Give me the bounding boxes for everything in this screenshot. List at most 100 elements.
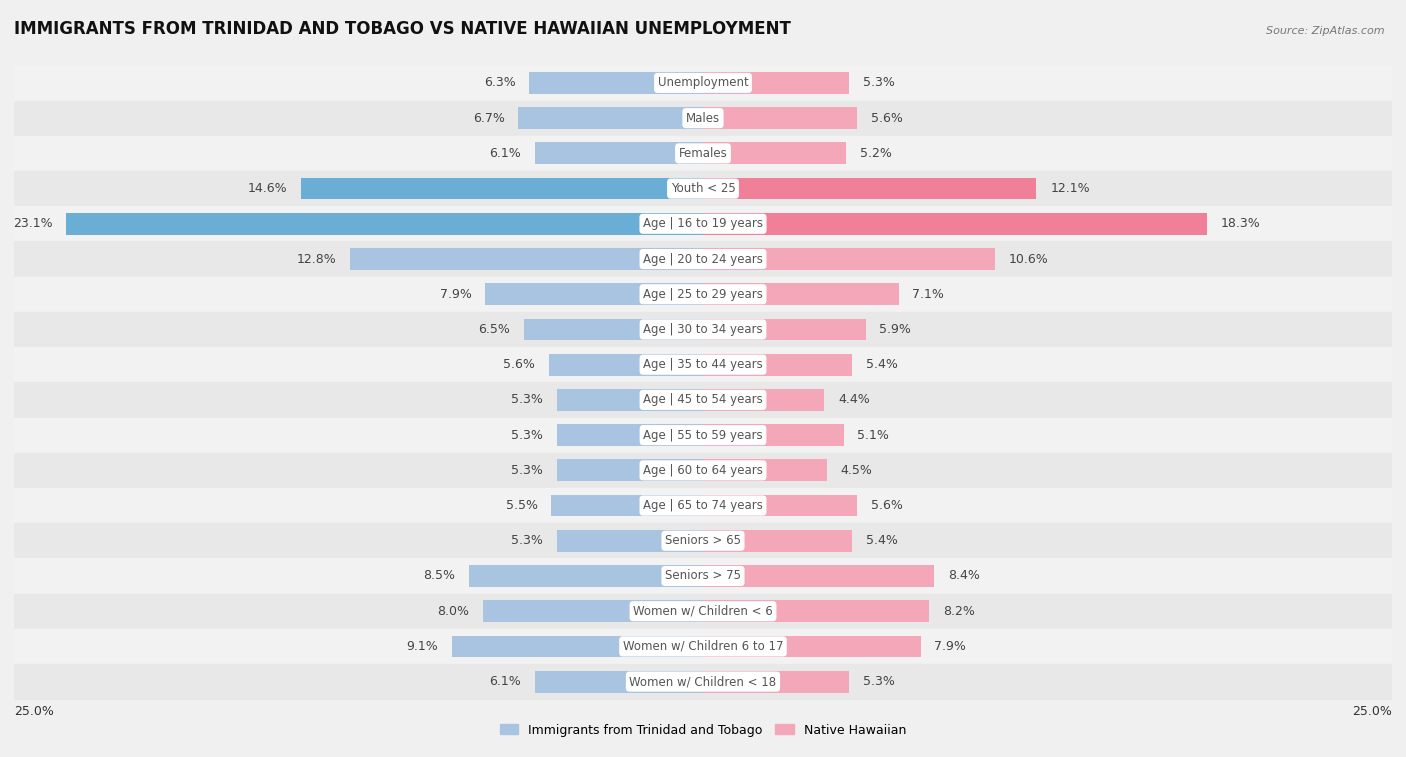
Text: Women w/ Children 6 to 17: Women w/ Children 6 to 17	[623, 640, 783, 653]
Bar	[703, 213, 1208, 235]
Text: Women w/ Children < 6: Women w/ Children < 6	[633, 605, 773, 618]
Text: Age | 20 to 24 years: Age | 20 to 24 years	[643, 253, 763, 266]
Text: 4.4%: 4.4%	[838, 394, 870, 407]
Text: Unemployment: Unemployment	[658, 76, 748, 89]
Text: 25.0%: 25.0%	[1353, 705, 1392, 718]
Text: Source: ZipAtlas.com: Source: ZipAtlas.com	[1267, 26, 1385, 36]
Bar	[482, 600, 703, 622]
Bar	[350, 248, 703, 270]
Text: Age | 65 to 74 years: Age | 65 to 74 years	[643, 499, 763, 512]
Bar	[703, 494, 858, 516]
Text: Age | 25 to 29 years: Age | 25 to 29 years	[643, 288, 763, 301]
Bar	[703, 565, 935, 587]
Bar	[703, 530, 852, 552]
Text: Age | 35 to 44 years: Age | 35 to 44 years	[643, 358, 763, 371]
Bar	[0, 593, 1406, 629]
Text: 8.5%: 8.5%	[423, 569, 456, 582]
Text: 6.5%: 6.5%	[478, 323, 510, 336]
Bar	[0, 276, 1406, 312]
Bar	[703, 248, 995, 270]
Bar	[703, 107, 858, 129]
Bar	[0, 418, 1406, 453]
Text: 5.3%: 5.3%	[863, 675, 894, 688]
Text: 6.1%: 6.1%	[489, 147, 522, 160]
Text: 5.1%: 5.1%	[858, 428, 889, 441]
Text: 5.6%: 5.6%	[872, 499, 903, 512]
Text: 6.3%: 6.3%	[484, 76, 516, 89]
Text: 5.4%: 5.4%	[866, 358, 897, 371]
Text: 5.6%: 5.6%	[872, 111, 903, 125]
Bar	[703, 424, 844, 446]
Text: 5.9%: 5.9%	[879, 323, 911, 336]
Bar	[703, 636, 921, 657]
Text: 5.6%: 5.6%	[503, 358, 534, 371]
Bar	[0, 664, 1406, 699]
Bar	[534, 142, 703, 164]
Text: Age | 55 to 59 years: Age | 55 to 59 years	[643, 428, 763, 441]
Bar	[703, 600, 929, 622]
Text: 14.6%: 14.6%	[247, 182, 287, 195]
Text: 5.2%: 5.2%	[860, 147, 891, 160]
Bar	[519, 107, 703, 129]
Bar	[0, 453, 1406, 488]
Bar	[485, 283, 703, 305]
Text: 5.3%: 5.3%	[512, 394, 543, 407]
Text: 6.7%: 6.7%	[472, 111, 505, 125]
Bar	[524, 319, 703, 341]
Text: 23.1%: 23.1%	[13, 217, 52, 230]
Text: 9.1%: 9.1%	[406, 640, 439, 653]
Bar	[453, 636, 703, 657]
Text: 18.3%: 18.3%	[1220, 217, 1261, 230]
Bar	[468, 565, 703, 587]
Text: 7.9%: 7.9%	[440, 288, 471, 301]
Bar	[557, 530, 703, 552]
Bar	[0, 523, 1406, 559]
Bar	[703, 283, 898, 305]
Bar	[0, 347, 1406, 382]
Text: 4.5%: 4.5%	[841, 464, 873, 477]
Bar	[66, 213, 703, 235]
Text: 6.1%: 6.1%	[489, 675, 522, 688]
Text: 12.1%: 12.1%	[1050, 182, 1090, 195]
Text: 8.0%: 8.0%	[437, 605, 468, 618]
Text: 5.4%: 5.4%	[866, 534, 897, 547]
Bar	[703, 671, 849, 693]
Text: 7.9%: 7.9%	[935, 640, 966, 653]
Text: 5.3%: 5.3%	[863, 76, 894, 89]
Text: Age | 16 to 19 years: Age | 16 to 19 years	[643, 217, 763, 230]
Legend: Immigrants from Trinidad and Tobago, Native Hawaiian: Immigrants from Trinidad and Tobago, Nat…	[495, 718, 911, 742]
Bar	[703, 178, 1036, 200]
Text: 5.5%: 5.5%	[506, 499, 537, 512]
Bar	[703, 459, 827, 481]
Text: 10.6%: 10.6%	[1010, 253, 1049, 266]
Text: Youth < 25: Youth < 25	[671, 182, 735, 195]
Bar	[703, 389, 824, 411]
Text: Seniors > 65: Seniors > 65	[665, 534, 741, 547]
Text: IMMIGRANTS FROM TRINIDAD AND TOBAGO VS NATIVE HAWAIIAN UNEMPLOYMENT: IMMIGRANTS FROM TRINIDAD AND TOBAGO VS N…	[14, 20, 792, 38]
Bar	[0, 65, 1406, 101]
Text: Males: Males	[686, 111, 720, 125]
Bar	[551, 494, 703, 516]
Text: 5.3%: 5.3%	[512, 464, 543, 477]
Bar	[0, 171, 1406, 206]
Bar	[0, 206, 1406, 241]
Bar	[534, 671, 703, 693]
Text: 5.3%: 5.3%	[512, 534, 543, 547]
Text: 5.3%: 5.3%	[512, 428, 543, 441]
Bar	[557, 424, 703, 446]
Bar	[0, 382, 1406, 418]
Text: 25.0%: 25.0%	[14, 705, 53, 718]
Bar	[703, 354, 852, 375]
Bar	[557, 459, 703, 481]
Bar	[703, 319, 866, 341]
Bar	[0, 312, 1406, 347]
Text: Age | 30 to 34 years: Age | 30 to 34 years	[643, 323, 763, 336]
Bar	[0, 488, 1406, 523]
Bar	[703, 72, 849, 94]
Bar	[703, 142, 846, 164]
Bar	[0, 629, 1406, 664]
Bar	[530, 72, 703, 94]
Text: Age | 60 to 64 years: Age | 60 to 64 years	[643, 464, 763, 477]
Text: Women w/ Children < 18: Women w/ Children < 18	[630, 675, 776, 688]
Text: 8.4%: 8.4%	[948, 569, 980, 582]
